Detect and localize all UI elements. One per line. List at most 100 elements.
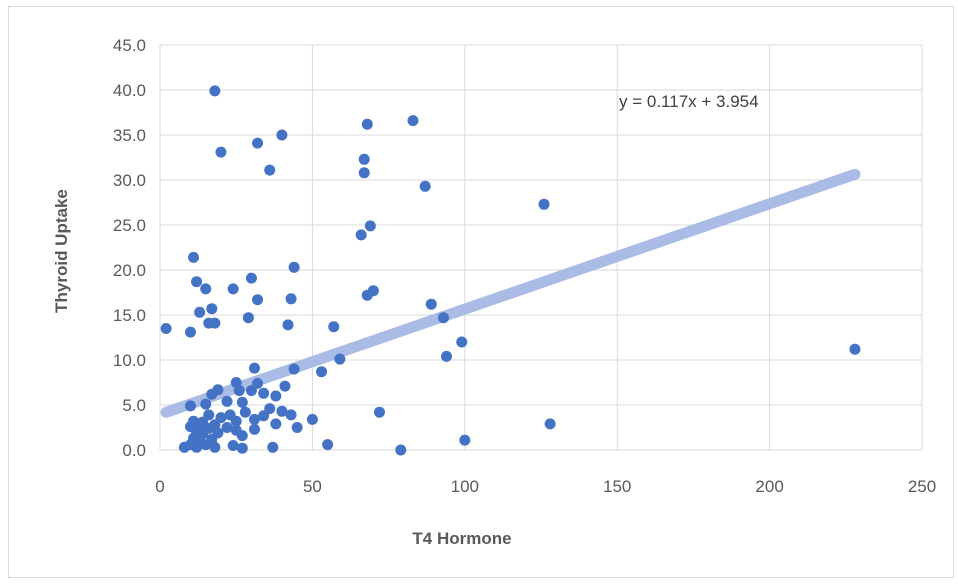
trendline <box>160 168 861 418</box>
data-points <box>160 85 861 456</box>
data-point <box>456 336 468 348</box>
y-tick-label: 20.0 <box>113 261 146 280</box>
data-point <box>230 415 242 427</box>
data-point <box>221 422 233 433</box>
data-point <box>184 400 196 412</box>
data-point <box>252 137 264 149</box>
data-point <box>236 442 248 454</box>
data-point <box>221 395 233 407</box>
data-point <box>191 441 203 453</box>
y-tick-label: 25.0 <box>113 216 146 235</box>
data-point <box>270 418 282 430</box>
data-point <box>437 312 449 324</box>
data-point <box>849 343 861 355</box>
data-point <box>425 298 437 310</box>
data-point <box>279 380 291 392</box>
data-point <box>264 164 276 176</box>
scatter-chart: 0.0 5.0 10.0 15.0 20.0 25.0 30.0 35.0 40.0 45.0 0… <box>52 36 936 548</box>
data-point <box>200 439 212 451</box>
data-point <box>252 294 264 306</box>
data-point <box>441 350 453 362</box>
y-tick-label: 30.0 <box>113 171 146 190</box>
data-point <box>459 434 471 446</box>
data-point <box>252 377 264 389</box>
data-point <box>270 390 282 402</box>
data-point <box>334 353 346 365</box>
chart-area: 0.0 5.0 10.0 15.0 20.0 25.0 30.0 35.0 40.0 45.0 0… <box>8 6 954 578</box>
data-point <box>191 276 203 288</box>
data-point <box>209 317 221 329</box>
data-point <box>248 423 260 435</box>
data-point <box>328 321 340 333</box>
data-point <box>160 323 172 334</box>
x-tick-label: 0 <box>155 477 164 496</box>
data-point <box>209 85 221 97</box>
data-point <box>178 441 190 453</box>
data-point <box>285 293 297 305</box>
data-point <box>248 413 260 425</box>
data-point <box>236 396 248 408</box>
data-point <box>316 366 328 378</box>
data-point <box>538 198 550 210</box>
data-point <box>291 422 303 433</box>
data-point <box>361 118 373 130</box>
data-point <box>227 440 239 451</box>
data-point <box>200 283 212 295</box>
data-point <box>188 251 200 263</box>
x-tick-label: 150 <box>603 477 631 496</box>
data-point <box>258 410 270 422</box>
data-point <box>544 418 556 430</box>
data-point <box>236 430 248 442</box>
data-point <box>364 220 376 232</box>
x-tick-labels: 0 50 100 150 200 250 <box>155 477 936 496</box>
y-tick-label: 5.0 <box>122 396 146 415</box>
data-point <box>200 398 212 410</box>
data-point <box>245 272 257 284</box>
data-point <box>267 441 279 453</box>
x-tick-label: 250 <box>908 477 936 496</box>
trendline-equation: y = 0.117x + 3.954 <box>619 92 759 111</box>
data-point <box>358 153 370 165</box>
data-point <box>206 303 218 315</box>
x-tick-label: 50 <box>303 477 322 496</box>
y-tick-label: 10.0 <box>113 351 146 370</box>
data-point <box>248 362 260 374</box>
data-point <box>395 444 407 456</box>
y-tick-label: 15.0 <box>113 306 146 325</box>
data-point <box>282 319 294 331</box>
data-point <box>285 409 297 421</box>
data-point <box>227 283 239 295</box>
y-tick-label: 45.0 <box>113 36 146 55</box>
y-tick-labels: 0.0 5.0 10.0 15.0 20.0 25.0 30.0 35.0 40.0 45.0 <box>113 36 146 460</box>
data-point <box>419 180 431 192</box>
data-point <box>264 403 276 415</box>
data-point <box>288 261 300 273</box>
data-point <box>258 387 270 399</box>
data-point <box>288 363 300 375</box>
data-point <box>233 385 245 397</box>
y-tick-label: 0.0 <box>122 441 146 460</box>
x-tick-label: 100 <box>451 477 479 496</box>
gridlines <box>159 44 923 451</box>
data-point <box>184 326 196 338</box>
y-tick-label: 35.0 <box>113 126 146 145</box>
data-point <box>276 129 288 141</box>
data-point <box>361 289 373 301</box>
data-point <box>239 406 251 418</box>
data-point <box>215 146 227 158</box>
data-point <box>358 167 370 179</box>
data-point <box>203 409 215 421</box>
data-point <box>276 405 288 417</box>
data-point <box>373 406 385 418</box>
trendline-group <box>160 168 861 418</box>
data-point <box>322 439 334 451</box>
x-axis-title: T4 Hormone <box>412 529 511 548</box>
data-point <box>209 441 221 453</box>
data-point <box>242 312 254 324</box>
y-axis-title: Thyroid Uptake <box>52 189 71 313</box>
data-point <box>245 385 257 397</box>
data-point <box>306 413 318 425</box>
data-point <box>206 388 218 400</box>
data-point <box>355 229 367 241</box>
data-point <box>194 306 206 318</box>
